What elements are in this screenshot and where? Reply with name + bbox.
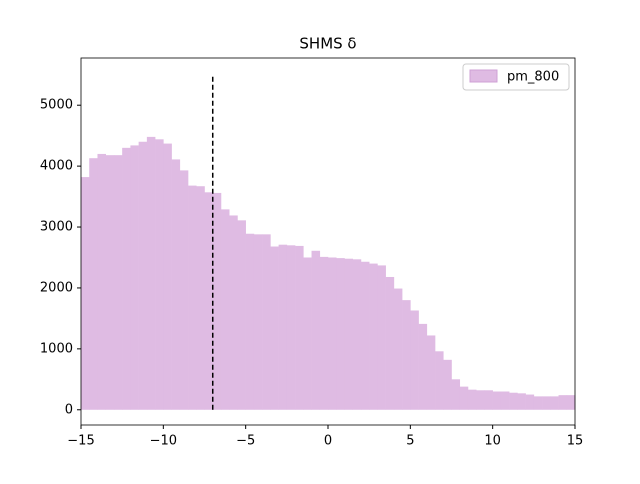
bar [303, 257, 312, 410]
bar [237, 220, 246, 410]
bar [426, 335, 436, 410]
bar [130, 145, 139, 410]
bar [229, 215, 238, 410]
bar [451, 379, 461, 410]
bar [179, 170, 189, 410]
y-tick-label: 4000 [40, 159, 73, 174]
bar [204, 192, 214, 410]
x-tick-label: 5 [406, 434, 414, 449]
bar [500, 391, 510, 410]
bar [467, 389, 477, 410]
y-tick-label: 0 [65, 402, 73, 417]
bar [270, 246, 279, 410]
bar [81, 177, 90, 410]
bar [402, 300, 411, 410]
bar [435, 351, 444, 410]
bar [319, 256, 329, 410]
bar [517, 393, 526, 410]
bar [253, 234, 263, 410]
bar [89, 158, 98, 410]
bar [196, 186, 205, 410]
bar [459, 386, 469, 410]
bar [492, 391, 502, 410]
bar [533, 396, 543, 410]
chart-title: SHMS δ [299, 35, 356, 53]
x-tick-label: −5 [236, 434, 255, 449]
bar [163, 143, 172, 410]
bar [542, 396, 551, 410]
bar [344, 258, 353, 410]
bar [558, 395, 568, 410]
bar [245, 233, 255, 410]
bar [369, 263, 378, 410]
bar [336, 258, 345, 410]
bar [122, 147, 131, 410]
bar [525, 394, 535, 410]
bar [410, 310, 419, 410]
bar [328, 257, 337, 410]
bar [443, 359, 452, 410]
bar [220, 209, 230, 410]
bar [171, 159, 181, 410]
bar [566, 395, 576, 410]
bar [155, 139, 164, 410]
bar [138, 141, 148, 410]
bar [113, 155, 123, 410]
x-tick-label: −10 [150, 434, 177, 449]
bar [377, 265, 386, 410]
bar [212, 192, 222, 410]
x-tick-label: 15 [567, 434, 584, 449]
bar [385, 276, 395, 410]
bar [360, 261, 370, 410]
bar [418, 323, 428, 410]
bar [393, 288, 403, 410]
x-tick-label: −15 [67, 434, 94, 449]
bar [146, 136, 156, 410]
bar [278, 244, 288, 410]
bar [97, 153, 106, 410]
legend-label: pm_800 [507, 70, 559, 85]
y-tick-label: 1000 [40, 341, 73, 356]
bar [550, 396, 559, 410]
y-tick-label: 2000 [40, 280, 73, 295]
y-tick-label: 5000 [40, 98, 73, 113]
y-tick-label: 3000 [40, 220, 73, 235]
bar [476, 390, 485, 410]
bar [286, 245, 296, 410]
x-tick-label: 10 [484, 434, 501, 449]
bar [352, 259, 362, 410]
legend-swatch [469, 69, 498, 83]
bar [509, 392, 518, 410]
bar [262, 234, 271, 410]
x-tick-label: 0 [324, 434, 332, 449]
bar [295, 245, 304, 410]
bar [105, 155, 115, 410]
bar [484, 390, 493, 410]
bar [188, 185, 197, 410]
bar [311, 250, 321, 410]
